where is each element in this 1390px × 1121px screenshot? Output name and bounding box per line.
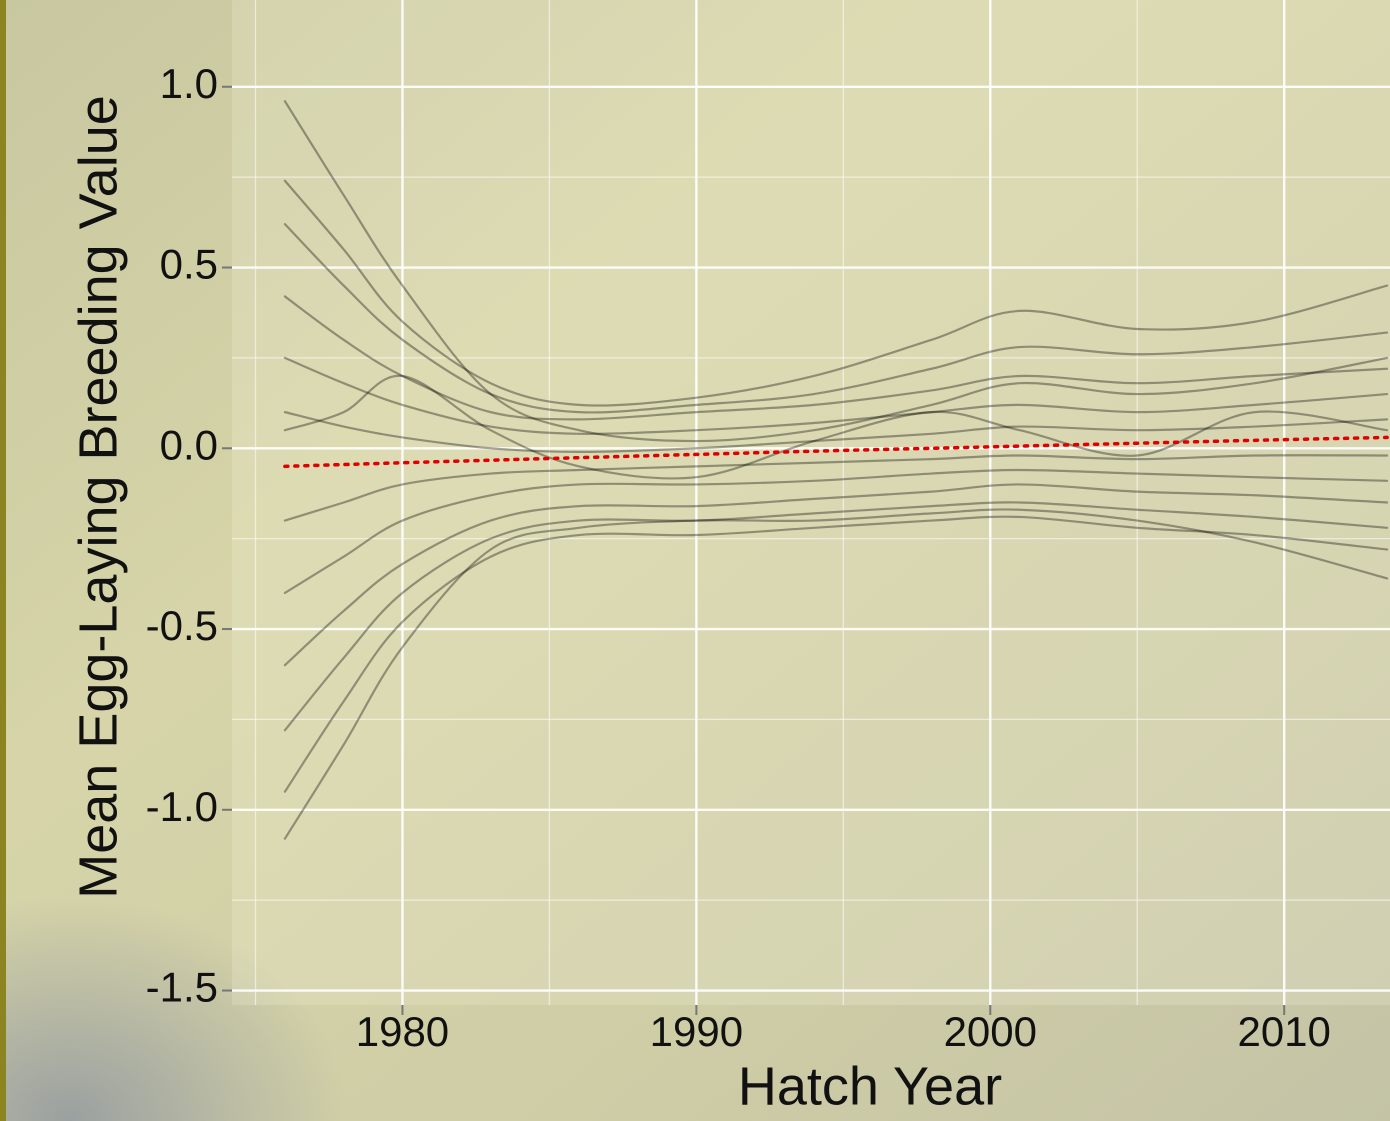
sample-line bbox=[283, 179, 1389, 407]
y-tick-label: 1.0 bbox=[160, 60, 218, 107]
sample-line bbox=[283, 468, 1389, 594]
x-tick-label: 2000 bbox=[944, 1008, 1037, 1055]
grid bbox=[232, 0, 1390, 1005]
y-tick-label: -1.5 bbox=[146, 964, 218, 1011]
y-axis-title: Mean Egg-Laying Breeding Value bbox=[68, 95, 128, 899]
sample-line bbox=[283, 223, 1389, 414]
x-tick-label: 1980 bbox=[356, 1008, 449, 1055]
sample-line bbox=[283, 356, 1389, 436]
sample-line bbox=[283, 454, 1389, 522]
axes: 1980 1990 2000 2010 1.0 0.5 0.0 -0.5 -1.0 -1.5 bbox=[146, 60, 1331, 1055]
y-tick-label: 0.0 bbox=[160, 421, 218, 468]
plot-panel bbox=[232, 0, 1390, 1005]
sample-line bbox=[283, 411, 1389, 453]
sample-line bbox=[283, 515, 1389, 793]
x-axis-title: Hatch Year bbox=[738, 1056, 1002, 1116]
y-tick-label: 0.5 bbox=[160, 241, 218, 288]
x-tick-label: 1990 bbox=[650, 1008, 743, 1055]
lines bbox=[283, 100, 1389, 840]
sample-line bbox=[283, 100, 1389, 443]
sample-line bbox=[283, 501, 1389, 732]
y-tick-label: -0.5 bbox=[146, 602, 218, 649]
sample-line bbox=[283, 508, 1389, 840]
sample-line bbox=[283, 295, 1389, 421]
y-tick-label: -1.0 bbox=[146, 783, 218, 830]
mean-line bbox=[283, 435, 1389, 469]
sample-line bbox=[283, 374, 1389, 480]
edge bbox=[0, 0, 6, 1121]
x-tick-label: 2010 bbox=[1237, 1008, 1330, 1055]
sample-line bbox=[283, 483, 1389, 667]
